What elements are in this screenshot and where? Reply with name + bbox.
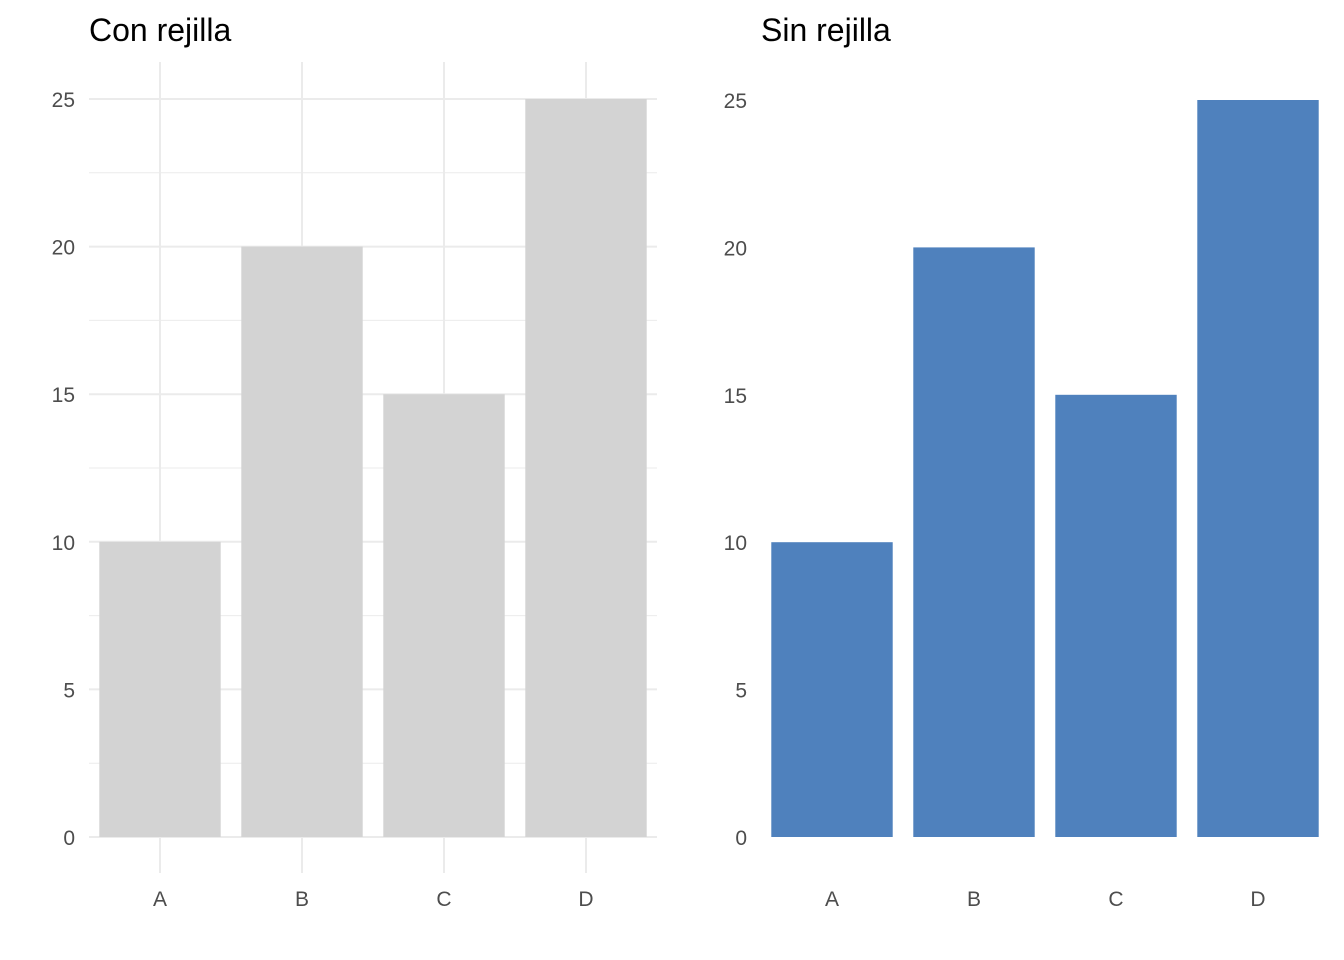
y-axis-ticks: 0 5 10 15 20 25 [52, 89, 75, 850]
y-tick-label: 15 [724, 385, 747, 408]
y-tick-label: 15 [52, 384, 75, 407]
x-tick-label: A [153, 888, 167, 911]
y-axis-ticks: 0 5 10 15 20 25 [724, 90, 747, 850]
x-axis-ticks: A B C D [825, 888, 1266, 911]
bar-b [241, 246, 363, 838]
x-tick-label: C [436, 888, 451, 911]
bar-b [913, 247, 1035, 837]
y-tick-label: 10 [52, 532, 75, 555]
x-tick-label: D [578, 888, 593, 911]
y-tick-label: 5 [63, 679, 75, 702]
x-axis-ticks: A B C D [153, 888, 594, 911]
x-tick-label: B [967, 888, 981, 911]
bar-d [525, 99, 647, 837]
y-tick-label: 0 [63, 827, 75, 850]
x-tick-label: C [1108, 888, 1123, 911]
x-tick-label: D [1250, 888, 1265, 911]
bar-a [771, 542, 893, 837]
x-tick-label: B [295, 888, 309, 911]
chart-title: Con rejilla [89, 12, 231, 48]
y-tick-label: 20 [724, 237, 747, 260]
y-tick-label: 25 [52, 89, 75, 112]
x-tick-label: A [825, 888, 839, 911]
chart-title: Sin rejilla [761, 12, 891, 48]
bar-d [1197, 100, 1319, 837]
bar-c [1055, 394, 1177, 837]
chart-panel-sin-rejilla: Sin rejilla 0 5 10 15 20 25 A B C D [724, 12, 1319, 911]
y-tick-label: 20 [52, 237, 75, 260]
y-tick-label: 10 [724, 532, 747, 555]
bar-a [99, 541, 221, 837]
y-tick-label: 25 [724, 90, 747, 113]
chart-panel-con-rejilla: Con rejilla 0 5 10 15 20 25 A B C D [52, 12, 657, 911]
bars [771, 100, 1319, 837]
bars [99, 99, 647, 838]
y-tick-label: 5 [735, 680, 747, 703]
bar-c [383, 394, 505, 837]
y-tick-label: 0 [735, 827, 747, 850]
